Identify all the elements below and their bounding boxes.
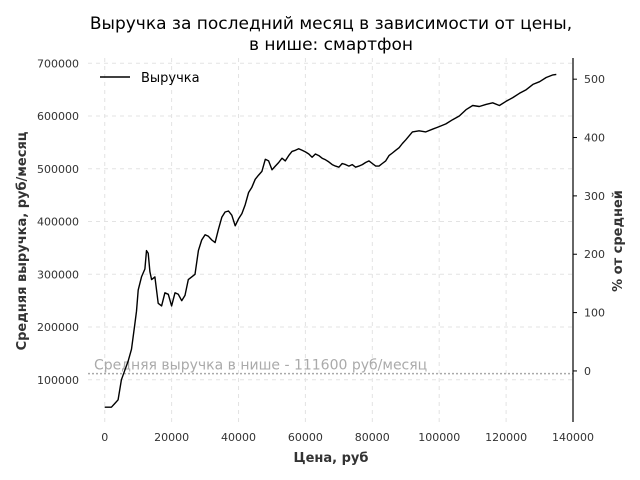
y2-tick-label: 100	[584, 307, 605, 320]
x-tick-label: 20000	[154, 431, 189, 444]
reference-line-label: Средняя выручка в нише - 111600 руб/меся…	[94, 358, 427, 374]
y-tick-label: 600000	[37, 110, 79, 123]
y-tick-label: 400000	[37, 216, 79, 229]
y-tick-label: 200000	[37, 321, 79, 334]
y-tick-label: 100000	[37, 374, 79, 387]
legend: Выручка	[100, 71, 200, 86]
x-tick-label: 0	[101, 431, 108, 444]
x-tick-label: 140000	[552, 431, 594, 444]
y2-axis-label: % от средней	[611, 190, 626, 292]
y-tick-label: 300000	[37, 268, 79, 281]
grid	[88, 58, 574, 422]
x-tick-label: 60000	[288, 431, 323, 444]
y2-tick-label: 200	[584, 248, 605, 261]
y2-tick-label: 400	[584, 132, 605, 145]
x-tick-label: 80000	[355, 431, 390, 444]
y-axis-label: Средняя выручка, руб/месяц	[15, 131, 30, 350]
chart-title-line2: в нише: смартфон	[249, 35, 413, 55]
reference-line-group: Средняя выручка в нише - 111600 руб/меся…	[88, 358, 573, 375]
x-axis-label: Цена, руб	[294, 451, 369, 466]
axes: 0 20000 40000 60000 80000 100000 120000 140000 1…	[37, 57, 605, 444]
legend-label: Выручка	[141, 71, 200, 86]
y-tick-label: 500000	[37, 163, 79, 176]
y2-tick-label: 500	[584, 73, 605, 86]
revenue-series-line	[104, 73, 557, 408]
series-group	[104, 73, 557, 408]
y2-tick-label: 0	[584, 365, 591, 378]
x-tick-label: 120000	[485, 431, 527, 444]
x-tick-label: 40000	[221, 431, 256, 444]
y-tick-label: 700000	[37, 57, 79, 70]
x-tick-label: 100000	[418, 431, 460, 444]
chart-title-line1: Выручка за последний месяц в зависимости…	[90, 14, 572, 34]
y2-tick-label: 300	[584, 190, 605, 203]
